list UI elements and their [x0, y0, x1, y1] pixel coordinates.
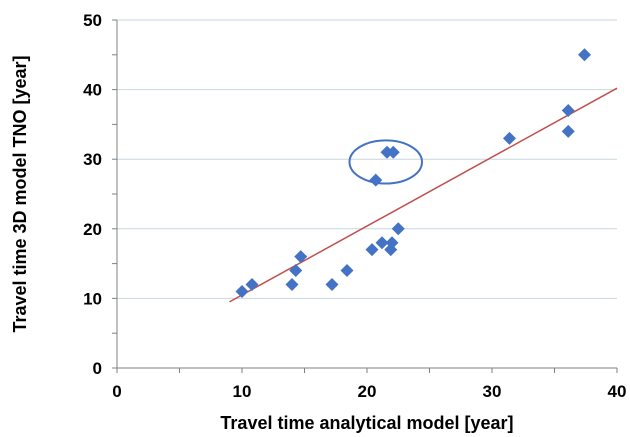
data-point — [325, 277, 339, 291]
data-point — [561, 103, 575, 117]
y-tick-label: 50 — [83, 11, 102, 30]
data-point — [385, 236, 399, 250]
data-point — [245, 277, 259, 291]
data-point — [285, 277, 299, 291]
data-point — [235, 284, 249, 298]
data-point — [369, 173, 383, 187]
trendline — [229, 87, 618, 303]
tick-labels: 0 10 20 30 40 0 10 20 30 40 50 — [83, 11, 626, 401]
y-axis-title: Travel time 3D model TNO [year] — [10, 55, 30, 332]
data-point — [340, 264, 354, 278]
x-tick-label: 30 — [483, 382, 502, 401]
data-point — [386, 145, 400, 159]
data-point — [289, 264, 303, 278]
data-point — [391, 222, 405, 236]
y-tick-label: 10 — [83, 289, 102, 308]
y-tick-label: 30 — [83, 150, 102, 169]
data-point — [578, 48, 591, 62]
data-point — [561, 124, 575, 138]
y-tick-label: 0 — [93, 359, 102, 378]
data-point — [503, 131, 516, 145]
x-tick-label: 0 — [112, 382, 121, 401]
data-point — [294, 250, 308, 264]
y-tick-label: 40 — [83, 81, 102, 100]
data-point — [375, 236, 389, 250]
x-tick-label: 40 — [608, 382, 627, 401]
gridlines — [117, 19, 617, 299]
x-tick-label: 10 — [233, 382, 252, 401]
y-tick-label: 20 — [83, 220, 102, 239]
highlight-ellipse — [348, 139, 423, 185]
axes — [112, 19, 618, 373]
data-point — [365, 243, 379, 257]
x-axis-title: Travel time analytical model [year] — [220, 413, 513, 433]
data-points — [235, 48, 591, 298]
x-tick-label: 20 — [358, 382, 377, 401]
